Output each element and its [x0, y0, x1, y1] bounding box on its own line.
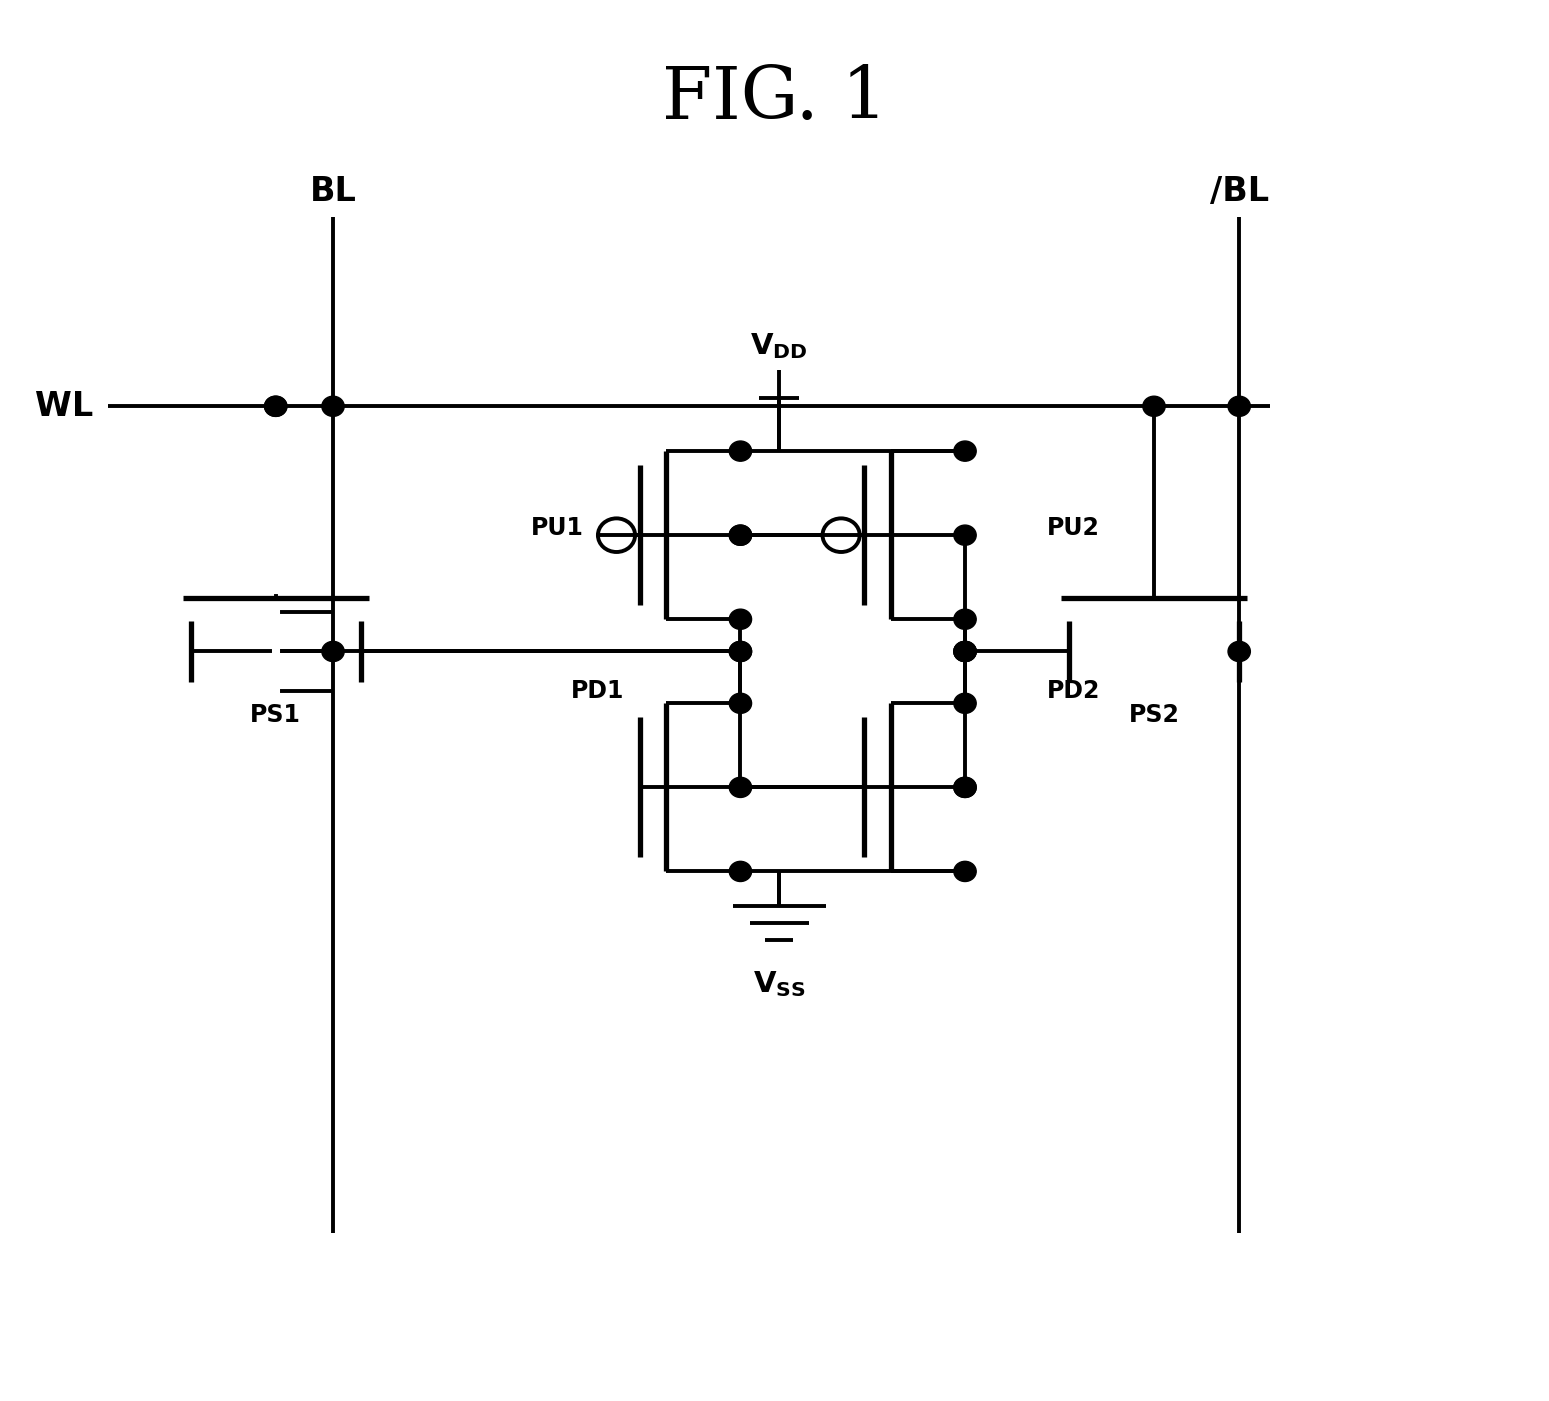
Circle shape: [1228, 396, 1250, 416]
Circle shape: [954, 778, 976, 797]
Text: V$_{\mathbf{DD}}$: V$_{\mathbf{DD}}$: [750, 332, 809, 361]
Circle shape: [1143, 396, 1165, 416]
Circle shape: [322, 396, 344, 416]
Text: PD1: PD1: [572, 679, 624, 703]
Circle shape: [730, 642, 751, 661]
Circle shape: [954, 642, 976, 661]
Circle shape: [730, 693, 751, 713]
Text: FIG. 1: FIG. 1: [661, 63, 888, 133]
Circle shape: [322, 642, 344, 661]
Text: WL: WL: [34, 389, 93, 423]
Circle shape: [265, 396, 287, 416]
Circle shape: [730, 862, 751, 881]
Circle shape: [730, 642, 751, 661]
Circle shape: [954, 441, 976, 461]
Circle shape: [265, 396, 287, 416]
Circle shape: [954, 609, 976, 629]
Circle shape: [954, 525, 976, 545]
Circle shape: [954, 642, 976, 661]
Text: PD2: PD2: [1047, 679, 1100, 703]
Text: PS1: PS1: [251, 703, 301, 727]
Text: /BL: /BL: [1210, 175, 1269, 209]
Circle shape: [954, 642, 976, 661]
Circle shape: [954, 778, 976, 797]
Text: PU1: PU1: [531, 516, 584, 541]
Circle shape: [954, 693, 976, 713]
Circle shape: [730, 441, 751, 461]
Circle shape: [730, 525, 751, 545]
Text: V$_{\mathbf{SS}}$: V$_{\mathbf{SS}}$: [753, 969, 805, 999]
Circle shape: [954, 862, 976, 881]
Text: PS2: PS2: [1129, 703, 1179, 727]
Text: PU2: PU2: [1047, 516, 1100, 541]
Text: BL: BL: [310, 175, 356, 209]
Circle shape: [730, 609, 751, 629]
Circle shape: [730, 525, 751, 545]
Circle shape: [1228, 642, 1250, 661]
Circle shape: [730, 778, 751, 797]
